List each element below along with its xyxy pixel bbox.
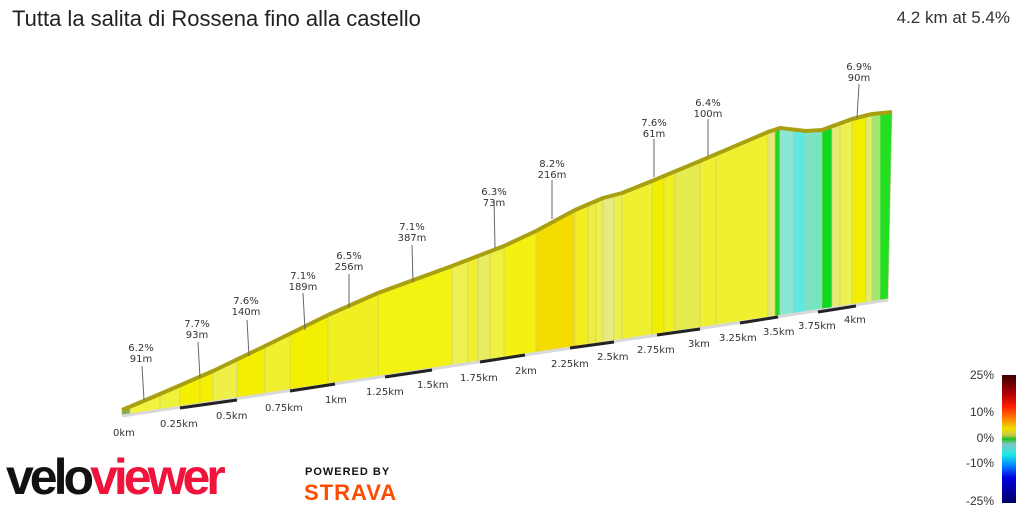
logo-viewer: viewer [90,449,226,505]
climb-summary: 4.2 km at 5.4% [896,8,1010,27]
svg-text:4km: 4km [844,315,866,326]
svg-text:0.25km: 0.25km [160,419,198,430]
svg-text:1.5km: 1.5km [417,380,448,391]
page-title: Tutta la salita di Rossena fino alla cas… [12,6,421,31]
profile-top-edge [121,110,893,412]
svg-text:6.2%: 6.2% [128,343,153,354]
svg-text:6.3%: 6.3% [481,187,506,198]
svg-text:6.5%: 6.5% [336,251,361,262]
legend-label-minus10: -10% [965,456,994,470]
svg-text:3km: 3km [688,339,710,350]
svg-text:3.25km: 3.25km [719,333,757,344]
legend-label-10: 10% [969,405,994,419]
svg-text:189m: 189m [289,282,318,293]
svg-text:6.4%: 6.4% [695,98,720,109]
svg-text:1.25km: 1.25km [366,387,404,398]
powered-by-label: POWERED BY [305,466,391,478]
svg-text:2km: 2km [515,366,537,377]
svg-text:100m: 100m [694,109,723,120]
svg-text:0.5km: 0.5km [216,411,247,422]
legend-label-25: 25% [969,368,994,382]
svg-text:0.75km: 0.75km [265,403,303,414]
svg-text:3.5km: 3.5km [763,327,794,338]
annotation-labels: 6.2% 91m 7.7% 93m 7.6% 140m 7.1% 189m 6.… [128,62,871,365]
svg-text:2.25km: 2.25km [551,359,589,370]
svg-text:7.1%: 7.1% [399,222,424,233]
svg-text:140m: 140m [232,307,261,318]
svg-text:93m: 93m [186,330,208,341]
gradient-annotations [141,83,860,401]
veloviewer-logo: veloviewer [6,449,226,505]
legend-label-0: 0% [976,431,994,445]
svg-text:3.75km: 3.75km [798,321,836,332]
logo-velo: velo [6,449,94,505]
legend-label-minus25: -25% [965,494,994,508]
svg-text:7.6%: 7.6% [233,296,258,307]
svg-text:2.5km: 2.5km [597,352,628,363]
svg-text:91m: 91m [130,354,152,365]
strava-logo: STRAVA [304,480,398,505]
svg-text:1.75km: 1.75km [460,373,498,384]
svg-text:7.6%: 7.6% [641,118,666,129]
svg-text:7.1%: 7.1% [290,271,315,282]
svg-text:256m: 256m [335,262,364,273]
svg-text:387m: 387m [398,233,427,244]
profile-segments [121,111,893,417]
axis-alternating-bars [179,304,857,410]
svg-text:0km: 0km [113,428,135,439]
x-tick-labels: 0km 0.25km 0.5km 0.75km 1km 1.25km 1.5km… [113,315,866,439]
svg-text:7.7%: 7.7% [184,319,209,330]
svg-text:90m: 90m [848,73,870,84]
svg-text:1km: 1km [325,395,347,406]
svg-text:61m: 61m [643,129,665,140]
svg-text:8.2%: 8.2% [539,159,564,170]
svg-text:6.9%: 6.9% [846,62,871,73]
svg-text:73m: 73m [483,198,505,209]
svg-text:2.75km: 2.75km [637,345,675,356]
svg-text:216m: 216m [538,170,567,181]
legend-color-bar [1002,375,1016,503]
